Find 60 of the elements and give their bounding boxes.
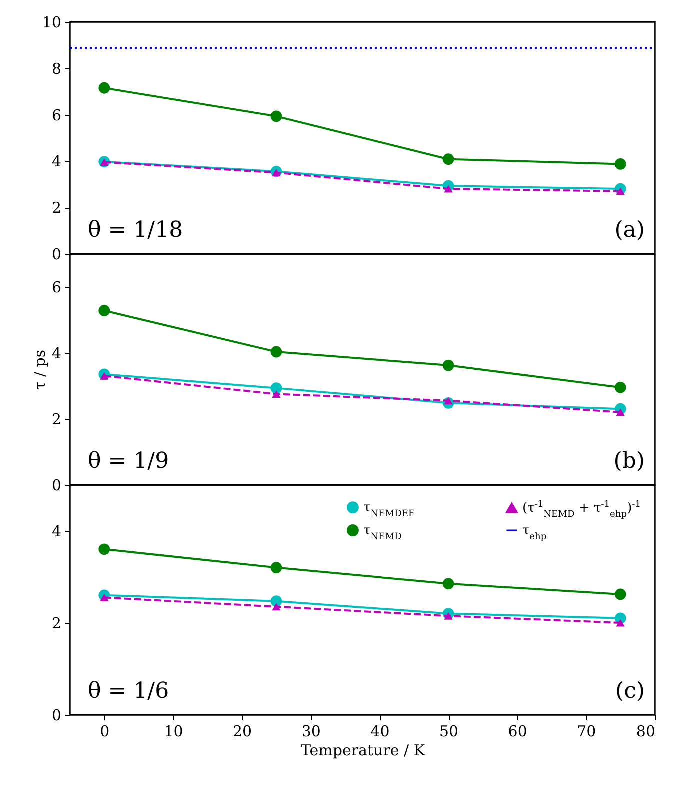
- point: [614, 588, 626, 600]
- x-tick-label: 60: [508, 722, 528, 740]
- point: [272, 390, 281, 398]
- annotation: θ = 1/9: [88, 449, 170, 474]
- x-tick-label: 20: [233, 722, 252, 740]
- y-tick-label: 4: [52, 522, 62, 540]
- legend-label: τ$_{NEMDEF}$: [363, 500, 415, 520]
- point: [614, 382, 626, 394]
- point: [98, 305, 110, 316]
- point: [616, 188, 625, 196]
- point: [444, 185, 453, 193]
- point: [614, 158, 626, 170]
- point: [444, 612, 453, 620]
- x-axis-title: Temperature / K: [300, 742, 426, 760]
- point: [442, 578, 454, 590]
- x-tick-label: 10: [164, 722, 184, 740]
- point: [272, 169, 281, 177]
- point: [442, 360, 454, 372]
- y-tick-label: 4: [52, 152, 62, 171]
- point: [442, 154, 454, 166]
- y-tick-label: 10: [42, 14, 62, 32]
- point: [100, 372, 109, 380]
- y-tick-label: 8: [52, 60, 62, 78]
- point: [270, 562, 282, 574]
- point: [616, 408, 625, 416]
- y-tick-label: 0: [52, 246, 62, 264]
- point: [100, 158, 109, 166]
- point: [616, 619, 625, 627]
- x-tick-label: 30: [302, 722, 321, 740]
- annotation: (b): [614, 449, 645, 474]
- annotation: (a): [614, 218, 645, 243]
- annotation: θ = 1/18: [88, 218, 184, 243]
- y-tick-label: 6: [52, 106, 62, 124]
- y-tick-label: 2: [52, 410, 62, 428]
- annotation: θ = 1/6: [88, 679, 170, 704]
- legend-label: (τ$^{-1}$$_{NEMD}$ + τ$^{-1}$$_{ehp}$)$^{-1}$: [522, 500, 641, 520]
- x-tick-label: 0: [100, 722, 110, 740]
- point: [98, 544, 110, 556]
- x-tick-label: 50: [439, 722, 459, 740]
- point: [270, 382, 282, 394]
- y-axis-title: τ / ps: [30, 350, 49, 390]
- point: [98, 82, 110, 94]
- y-tick-label: 2: [52, 199, 62, 218]
- point: [270, 110, 282, 122]
- x-tick-label: 80: [636, 722, 656, 740]
- point: [270, 346, 282, 358]
- point: [272, 603, 281, 611]
- x-tick-label: 70: [577, 722, 596, 740]
- point: [444, 397, 453, 405]
- y-tick-label: 0: [52, 706, 62, 724]
- legend-label: τ$_{NEMD}$: [363, 524, 402, 542]
- text: τ$_{ehp}$: [522, 524, 547, 542]
- y-tick-label: 2: [52, 614, 62, 632]
- annotation: (c): [616, 679, 645, 704]
- x-tick-label: 40: [370, 722, 390, 740]
- point: [100, 594, 109, 602]
- y-tick-label: 6: [52, 278, 62, 296]
- y-tick-label: 4: [52, 344, 62, 362]
- point: [270, 596, 282, 608]
- y-tick-label: 0: [52, 476, 62, 494]
